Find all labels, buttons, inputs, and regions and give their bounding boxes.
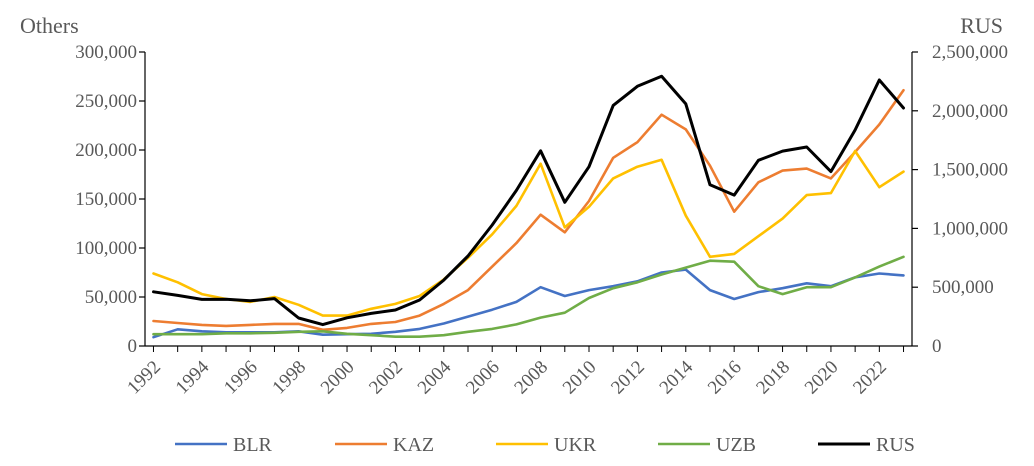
- right-tick-label: 500,000: [932, 277, 994, 298]
- left-tick-label: 100,000: [75, 238, 137, 259]
- legend-label-blr: BLR: [233, 434, 273, 456]
- right-tick-label: 2,000,000: [932, 101, 1008, 122]
- series-lines: [152, 74, 905, 339]
- x-tick-label: 2000: [317, 357, 359, 399]
- right-tick-label: 2,500,000: [932, 42, 1008, 63]
- x-tick-label: 2008: [510, 357, 552, 399]
- right-tick-label: 1,500,000: [932, 160, 1008, 181]
- x-tick-label: 2004: [414, 356, 456, 398]
- series-line-kaz: [152, 88, 905, 332]
- x-tick-label: 2016: [704, 357, 746, 399]
- left-tick-label: 300,000: [75, 42, 137, 63]
- series-line-uzb: [152, 255, 905, 339]
- x-tick-label: 2002: [365, 357, 407, 399]
- x-tick-label: 2006: [462, 357, 504, 399]
- left-tick-label: 50,000: [85, 287, 137, 308]
- axes: [139, 51, 918, 352]
- x-tick-label: 2022: [849, 357, 891, 399]
- series-line-ukr: [152, 149, 905, 317]
- x-tick-label: 2014: [656, 356, 698, 398]
- x-tick-label: 2018: [752, 357, 794, 399]
- right-axis-title: RUS: [960, 13, 1003, 38]
- right-tick-label: 1,000,000: [932, 218, 1008, 239]
- legend-label-rus: RUS: [876, 434, 915, 456]
- left-tick-label: 200,000: [75, 140, 137, 161]
- legend: BLR KAZ UKR UZB RUS: [175, 434, 915, 456]
- x-tick-label: 2012: [607, 357, 649, 399]
- series-line-rus: [152, 74, 905, 327]
- left-tick-label: 250,000: [75, 91, 137, 112]
- legend-label-ukr: UKR: [554, 434, 597, 456]
- x-tick-label: 2010: [559, 357, 601, 399]
- x-tick-label: 1992: [123, 357, 165, 399]
- left-tick-label: 150,000: [75, 189, 137, 210]
- right-tick-label: 0: [932, 336, 942, 357]
- left-axis-title: Others: [20, 13, 79, 38]
- left-tick-label: 0: [128, 336, 138, 357]
- x-tick-label: 1994: [172, 356, 214, 398]
- x-tick-label: 1996: [220, 357, 262, 399]
- series-line-blr: [152, 268, 905, 339]
- x-tick-label: 1998: [268, 357, 310, 399]
- legend-label-kaz: KAZ: [393, 434, 434, 456]
- legend-label-uzb: UZB: [716, 434, 756, 456]
- tick-labels: 0 50,000 100,000 150,000 200,000 250,000 300,0…: [75, 42, 1008, 398]
- x-tick-label: 2020: [801, 357, 843, 399]
